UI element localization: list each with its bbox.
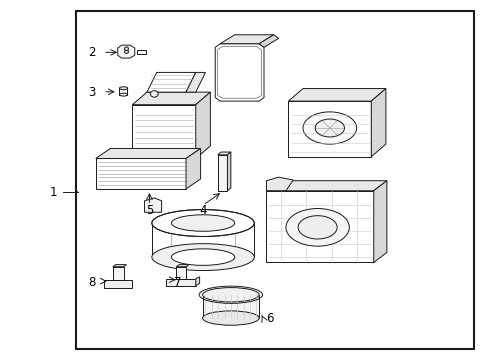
Ellipse shape bbox=[171, 215, 234, 231]
Polygon shape bbox=[144, 198, 161, 212]
Polygon shape bbox=[176, 267, 185, 279]
Polygon shape bbox=[132, 92, 210, 105]
Ellipse shape bbox=[285, 208, 348, 246]
Polygon shape bbox=[288, 89, 385, 101]
Text: 6: 6 bbox=[266, 311, 273, 325]
Polygon shape bbox=[370, 89, 385, 157]
Polygon shape bbox=[217, 46, 261, 98]
Ellipse shape bbox=[119, 87, 127, 90]
Ellipse shape bbox=[152, 244, 254, 271]
Ellipse shape bbox=[119, 93, 127, 96]
Polygon shape bbox=[137, 50, 146, 54]
Polygon shape bbox=[195, 277, 199, 286]
Text: 7: 7 bbox=[173, 276, 181, 289]
Polygon shape bbox=[266, 191, 373, 262]
Text: 8: 8 bbox=[88, 276, 96, 289]
Polygon shape bbox=[217, 155, 227, 191]
Text: 5: 5 bbox=[145, 204, 153, 217]
Ellipse shape bbox=[202, 311, 259, 325]
Polygon shape bbox=[104, 280, 132, 288]
Polygon shape bbox=[217, 152, 230, 155]
Polygon shape bbox=[185, 148, 200, 189]
Text: 1: 1 bbox=[49, 186, 57, 199]
Polygon shape bbox=[96, 158, 185, 189]
Polygon shape bbox=[96, 148, 200, 158]
Text: 4: 4 bbox=[199, 204, 206, 217]
Polygon shape bbox=[113, 265, 126, 267]
Ellipse shape bbox=[315, 119, 344, 137]
Ellipse shape bbox=[202, 288, 259, 302]
Ellipse shape bbox=[171, 249, 234, 265]
Polygon shape bbox=[144, 223, 246, 266]
Bar bbox=[76, 12, 473, 348]
Polygon shape bbox=[185, 72, 205, 92]
Polygon shape bbox=[259, 35, 278, 47]
Polygon shape bbox=[195, 92, 210, 158]
Ellipse shape bbox=[303, 112, 356, 144]
Polygon shape bbox=[113, 267, 123, 280]
Polygon shape bbox=[132, 105, 195, 158]
Polygon shape bbox=[266, 177, 293, 191]
Polygon shape bbox=[288, 101, 370, 157]
Polygon shape bbox=[215, 44, 264, 101]
Polygon shape bbox=[220, 35, 273, 44]
Text: 3: 3 bbox=[88, 86, 96, 99]
Polygon shape bbox=[166, 279, 195, 286]
Ellipse shape bbox=[298, 216, 336, 239]
Polygon shape bbox=[119, 88, 127, 95]
Polygon shape bbox=[176, 265, 188, 267]
Polygon shape bbox=[202, 295, 259, 318]
Text: 2: 2 bbox=[88, 46, 96, 59]
Ellipse shape bbox=[124, 47, 128, 50]
Ellipse shape bbox=[150, 91, 158, 97]
Ellipse shape bbox=[152, 210, 254, 237]
Polygon shape bbox=[147, 72, 195, 92]
Polygon shape bbox=[118, 45, 135, 58]
Polygon shape bbox=[227, 152, 230, 191]
Polygon shape bbox=[266, 181, 386, 191]
Ellipse shape bbox=[124, 50, 128, 53]
Polygon shape bbox=[373, 181, 386, 262]
